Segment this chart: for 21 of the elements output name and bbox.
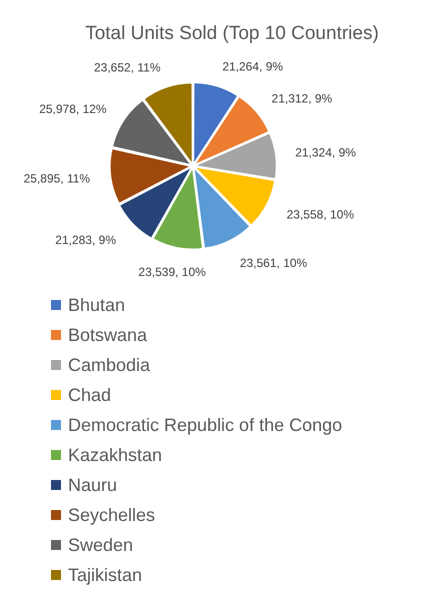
data-label: 25,895, 11% <box>24 172 90 186</box>
legend-label: Bhutan <box>68 294 126 316</box>
legend-label: Botswana <box>68 324 148 346</box>
data-label: 23,652, 11% <box>94 60 161 75</box>
legend-label: Kazakhstan <box>68 444 162 466</box>
legend-label: Chad <box>68 384 112 406</box>
data-label: 21,312, 9% <box>272 92 333 106</box>
data-label: 21,283, 9% <box>55 232 116 247</box>
data-label: 21,324, 9% <box>295 145 356 160</box>
data-label: 21,264, 9% <box>222 60 284 74</box>
data-label: 23,561, 10% <box>240 256 308 270</box>
legend-label: Seychelles <box>68 504 156 526</box>
legend-label: Tajikistan <box>68 564 142 586</box>
legend-label: Cambodia <box>68 354 150 376</box>
data-label: 23,539, 10% <box>138 265 206 280</box>
data-label: 25,978, 12% <box>39 102 107 116</box>
data-label: 23,558, 10% <box>286 208 354 222</box>
legend-label: Democratic Republic of the Congo <box>68 414 342 436</box>
legend-label: Nauru <box>68 474 118 496</box>
legend-label: Sweden <box>68 534 134 556</box>
chart-title: Total Units Sold (Top 10 Countries) <box>84 23 380 45</box>
